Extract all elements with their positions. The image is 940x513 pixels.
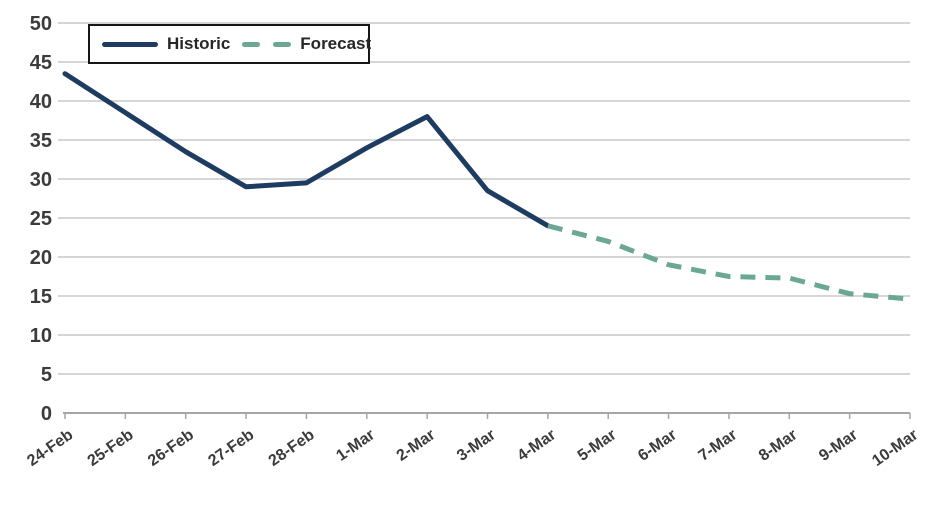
historic-line (62, 71, 551, 229)
y-tick-label: 50 (30, 13, 52, 35)
x-tick-label: 24-Feb (24, 426, 76, 470)
y-tick-label: 0 (41, 403, 52, 425)
y-tick-label: 5 (41, 364, 52, 386)
y-tick-label: 15 (30, 286, 52, 308)
x-tick-label: 26-Feb (145, 426, 197, 470)
forecast-dash-2 (273, 41, 292, 47)
forecast-line (547, 223, 911, 302)
x-tick-label: 27-Feb (205, 426, 257, 470)
y-tick-label: 25 (30, 208, 52, 230)
y-tick-label: 40 (30, 91, 52, 113)
x-tick-label: 25-Feb (85, 426, 137, 470)
x-tick-label: 8-Mar (756, 426, 801, 464)
y-tick-label: 30 (30, 169, 52, 191)
x-tick-label: 3-Mar (454, 426, 499, 464)
x-tick-label: 7-Mar (696, 426, 741, 464)
y-tick-label: 10 (30, 325, 52, 347)
y-tick-label: 35 (30, 130, 52, 152)
x-tick-label: 4-Mar (514, 426, 559, 464)
x-tick-label: 5-Mar (575, 426, 620, 464)
x-tick-label: 6-Mar (635, 426, 680, 464)
legend-label-forecast: Forecast (300, 34, 372, 53)
forecast-dash-swatch-icon (242, 41, 292, 47)
x-tick-label: 10-Mar (869, 426, 921, 470)
legend-label-historic: Historic (167, 34, 231, 53)
historic-line-swatch-icon (102, 41, 158, 47)
forecast-dash-1 (242, 41, 261, 47)
chart-legend: Historic Forecast (88, 24, 372, 64)
y-tick-label: 20 (30, 247, 52, 269)
x-tick-label: 28-Feb (266, 426, 318, 470)
x-tick-label: 9-Mar (816, 426, 861, 464)
x-tick-label: 2-Mar (394, 426, 439, 464)
x-tick-label: 1-Mar (333, 426, 378, 464)
y-tick-label: 45 (30, 52, 52, 74)
